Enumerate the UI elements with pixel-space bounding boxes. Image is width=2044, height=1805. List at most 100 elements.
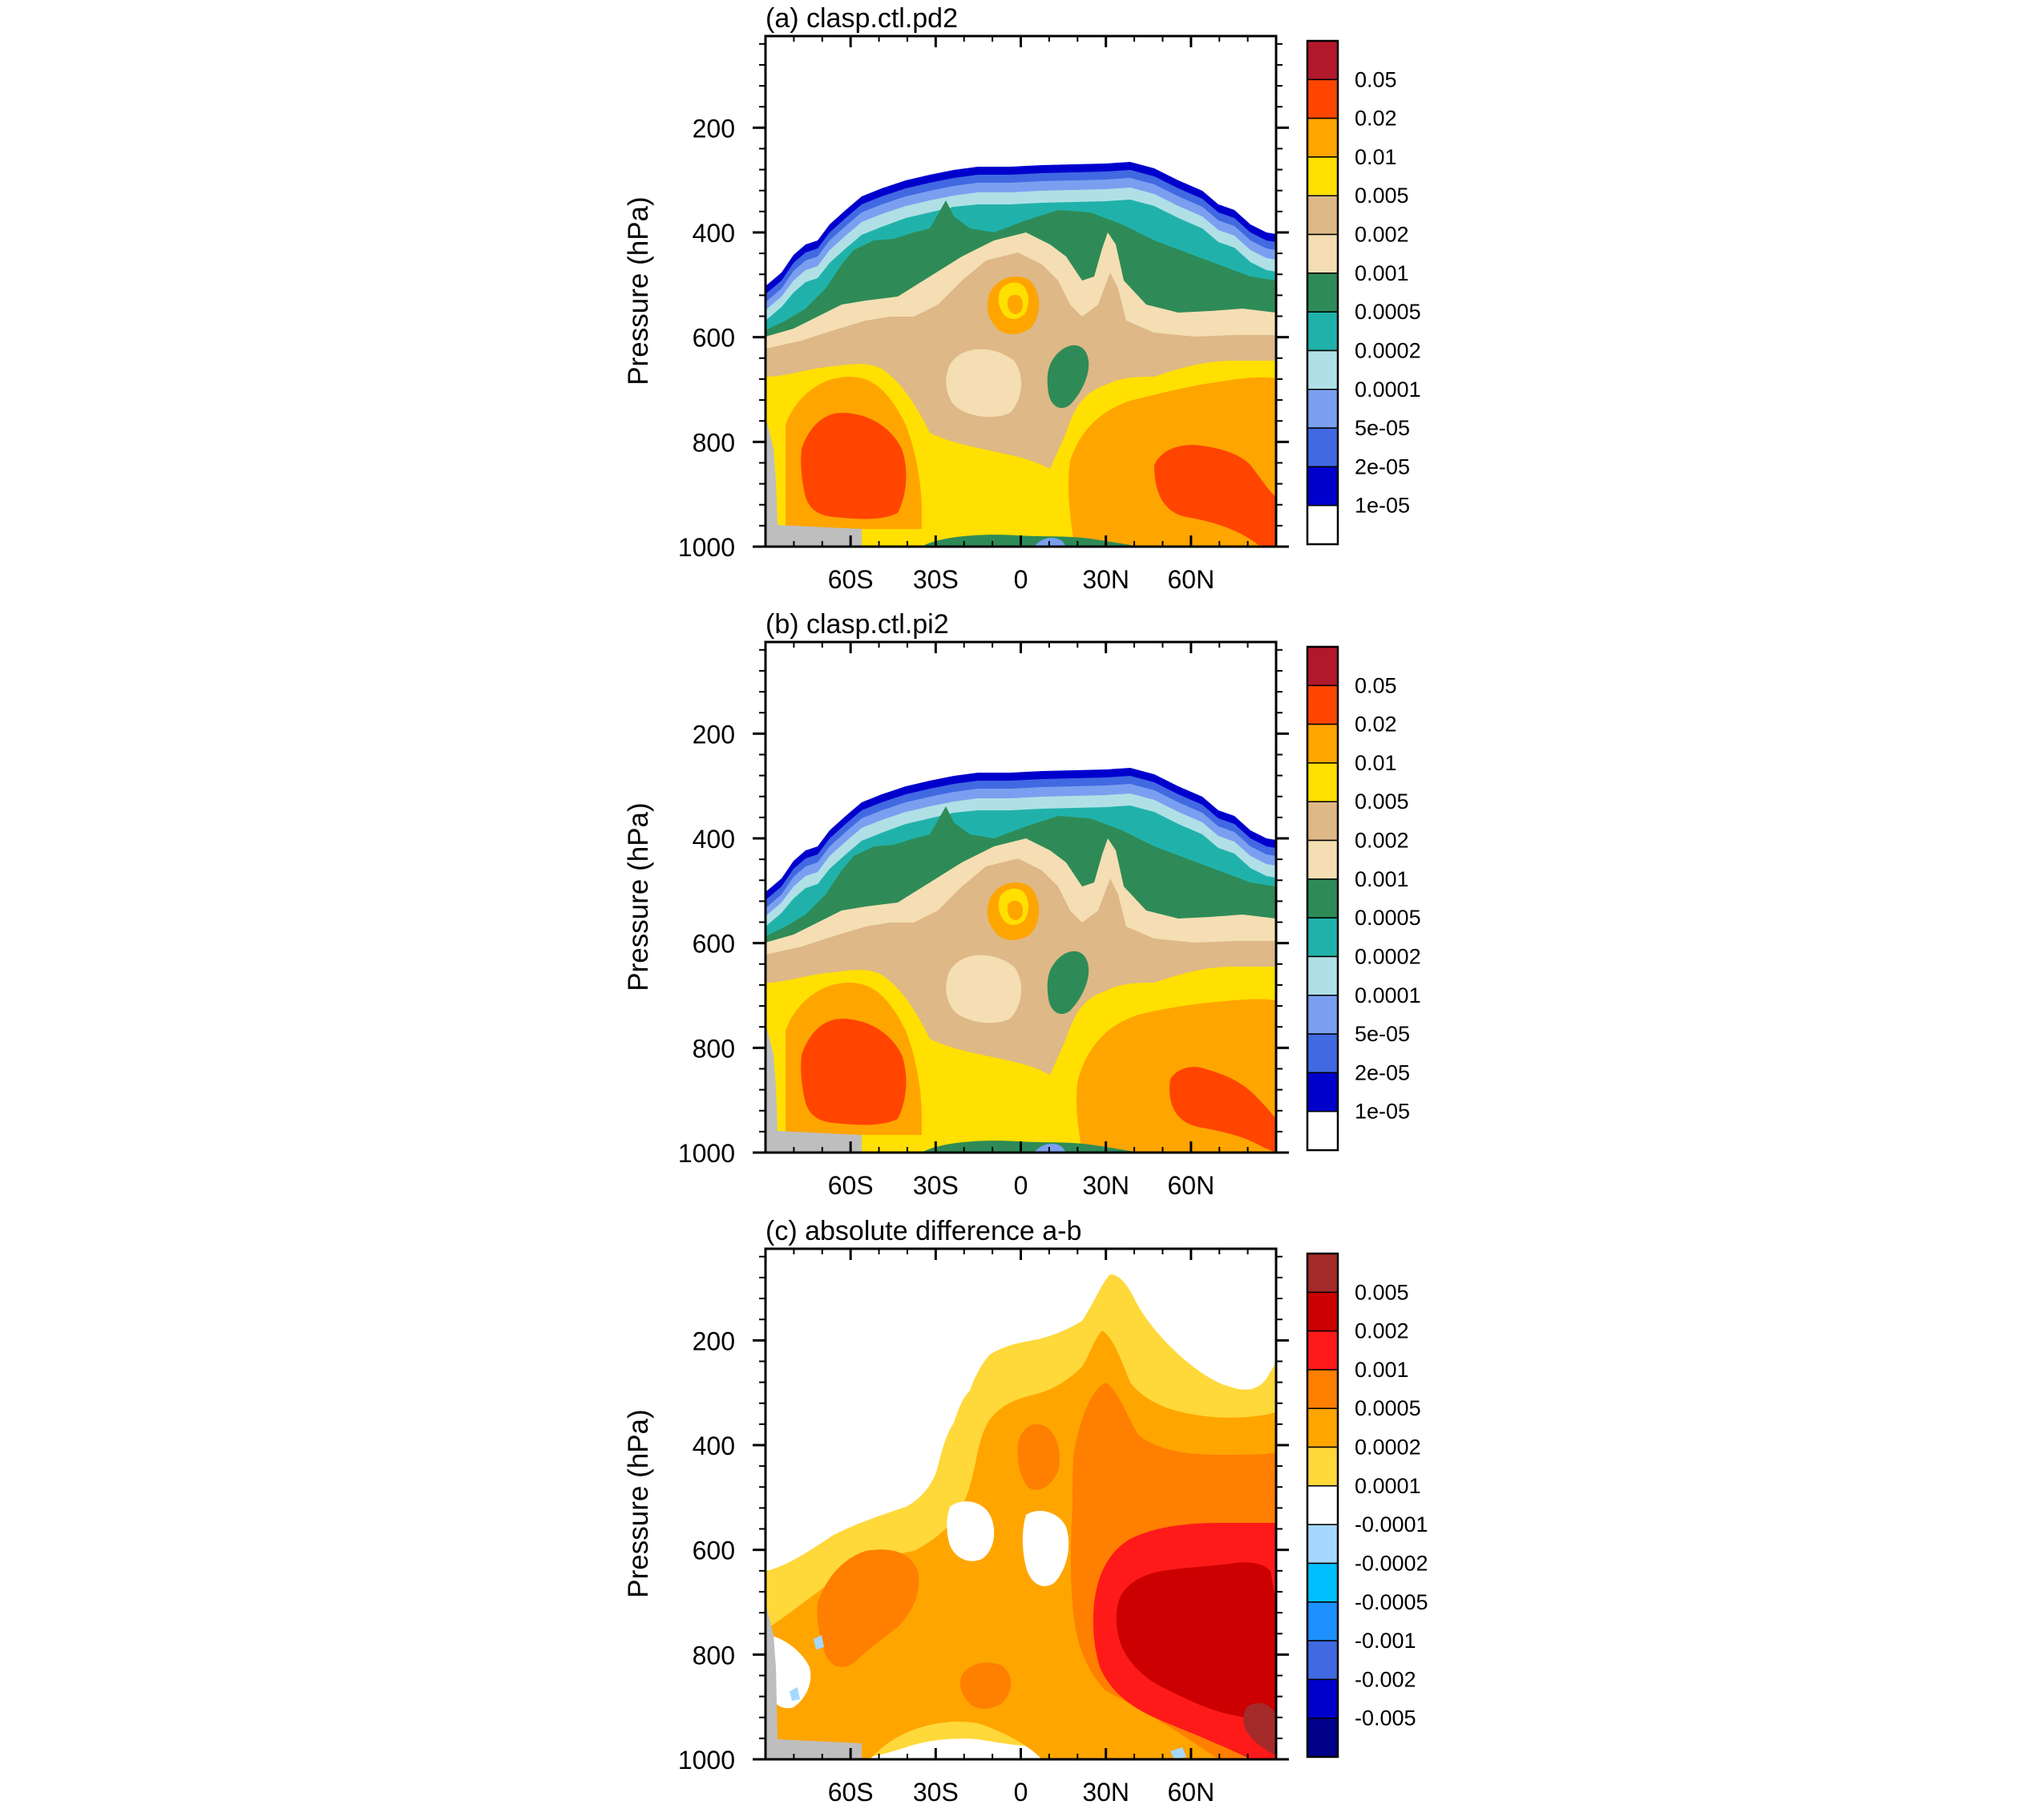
colorbar-label: 0.005: [1355, 184, 1409, 208]
y-axis-label-a: Pressure (hPa): [623, 196, 654, 385]
colorbar-swatch: [1307, 684, 1339, 725]
colorbar-label: 0.0001: [1355, 1474, 1421, 1498]
x-tick-label: 30N: [1082, 1171, 1129, 1200]
contour-field-a: [765, 162, 1276, 547]
colorbar-frame: [1306, 645, 1339, 1152]
colorbar-swatch: [1307, 762, 1339, 802]
colorbar-swatch: [1307, 1407, 1339, 1448]
axis-ticks-b: 60S 30S 0 30N 60N 200 400 600 800 1000: [678, 642, 1289, 1200]
colorbar-swatch: [1307, 1072, 1339, 1112]
colorbar-swatch: [1307, 1562, 1339, 1603]
colorbar-b: 0.05 0.02 0.01 0.005 0.002 0.001 0.0005 0.0002 0…: [1306, 645, 1421, 1152]
colorbar-swatch: [1307, 1369, 1339, 1409]
colorbar-swatch: [1307, 839, 1339, 880]
contour-0p0005-d: [959, 1662, 1012, 1709]
contour-blue-speck-b: [790, 1687, 800, 1701]
colorbar-swatch: [1307, 1033, 1339, 1074]
panel-a: 60S 30S 0 30N 60N 200 400 600 800 1000 (a) clasp.…: [623, 3, 1421, 594]
contour-2e-02-b: [1169, 1067, 1276, 1153]
y-tick-label: 600: [693, 1536, 735, 1565]
contour-2e-02: [801, 413, 907, 519]
y-axis-label-c: Pressure (hPa): [623, 1409, 654, 1597]
colorbar-label: 0.0005: [1355, 300, 1421, 324]
colorbar-label: 0.0002: [1355, 338, 1421, 362]
colorbar-label: -0.0001: [1355, 1512, 1428, 1536]
colorbar-label: -0.005: [1355, 1706, 1416, 1730]
x-tick-label: 60S: [828, 1778, 874, 1805]
y-tick-label: 200: [693, 114, 735, 143]
colorbar-label: -0.001: [1355, 1629, 1416, 1653]
colorbar-label: 5e-05: [1355, 1022, 1410, 1046]
contour-bottom-blue: [1034, 537, 1066, 547]
colorbar-label: 0.0005: [1355, 906, 1421, 930]
colorbar-swatch: [1307, 1446, 1339, 1487]
colorbar-swatch: [1307, 427, 1339, 468]
contour-white-hole-a: [1022, 1511, 1069, 1586]
contour-field-b: [765, 768, 1276, 1153]
contour-cream-blob: [946, 955, 1022, 1024]
contour-0p02-core: [1007, 294, 1023, 314]
colorbar-label: 0.005: [1355, 1280, 1409, 1304]
colorbar-label: 1e-05: [1355, 494, 1410, 518]
colorbar-label: 0.001: [1355, 261, 1409, 285]
panel-b: 60S 30S 0 30N 60N 200 400 600 800 1000 (b) clasp.…: [623, 609, 1421, 1200]
y-tick-label: 600: [693, 930, 735, 959]
colorbar-swatch: [1307, 195, 1339, 236]
colorbar-swatch: [1307, 1640, 1339, 1681]
colorbar-swatch: [1307, 273, 1339, 313]
colorbar-swatch: [1307, 117, 1339, 158]
y-tick-label: 800: [693, 428, 735, 457]
contour-0p002: [1116, 1562, 1276, 1731]
colorbar-label: 0.02: [1355, 107, 1397, 131]
contour-field-c: [765, 1274, 1276, 1759]
colorbar-swatch: [1307, 40, 1339, 81]
colorbar-swatch: [1307, 311, 1339, 352]
colorbar-label: 0.005: [1355, 789, 1409, 814]
colorbar-label: 0.0002: [1355, 944, 1421, 968]
y-tick-label: 1000: [678, 1746, 735, 1775]
contour-2e-02: [801, 1019, 907, 1125]
panel-title-b: (b) clasp.ctl.pi2: [765, 609, 949, 640]
colorbar-label: 0.01: [1355, 751, 1397, 775]
contour-yellow-blob: [961, 461, 1023, 497]
colorbar-label: 1e-05: [1355, 1100, 1410, 1124]
missing-data-region: [765, 417, 862, 547]
colorbar-swatch: [1307, 801, 1339, 842]
colorbar-swatch: [1307, 389, 1339, 429]
contour-0p005: [1243, 1702, 1276, 1755]
y-tick-label: 400: [693, 219, 735, 248]
colorbar-swatch: [1307, 1678, 1339, 1719]
contour-2e-02-b: [1154, 445, 1276, 547]
colorbar-label: 0.002: [1355, 1319, 1409, 1343]
contour-bottom-blue: [1034, 1143, 1066, 1153]
panel-title-a: (a) clasp.ctl.pd2: [765, 3, 958, 34]
colorbar-label: 0.05: [1355, 673, 1397, 697]
colorbar-swatch: [1307, 1110, 1339, 1151]
contour-white-hole-c: [766, 1635, 811, 1709]
colorbar-label: 0.05: [1355, 67, 1397, 91]
colorbar-frame: [1306, 39, 1339, 546]
colorbar-label: 5e-05: [1355, 416, 1410, 440]
y-tick-label: 1000: [678, 1139, 735, 1168]
contour-0p0005-a: [817, 1549, 919, 1667]
colorbar-label: 0.002: [1355, 829, 1409, 853]
x-tick-label: 60N: [1167, 565, 1214, 594]
colorbar-swatch: [1307, 349, 1339, 390]
contour-green-blob: [1047, 345, 1089, 409]
y-tick-label: 400: [693, 825, 735, 854]
contour-0p0005-b: [1017, 1423, 1060, 1490]
y-tick-label: 800: [693, 1034, 735, 1063]
panel-title-c: (c) absolute difference a-b: [765, 1216, 1081, 1246]
x-tick-label: 30N: [1082, 1778, 1129, 1805]
colorbar-label: 0.001: [1355, 867, 1409, 891]
colorbar-swatch: [1307, 723, 1339, 764]
missing-data-region: [765, 1603, 862, 1759]
colorbar-frame: [1306, 1252, 1339, 1759]
colorbar-swatch: [1307, 504, 1339, 545]
colorbar-label: -0.002: [1355, 1667, 1416, 1691]
colorbar-swatch: [1307, 917, 1339, 958]
x-tick-label: 0: [1014, 565, 1028, 594]
contour-yellow-blob: [961, 1067, 1023, 1103]
contour-green-blob: [1047, 951, 1089, 1015]
